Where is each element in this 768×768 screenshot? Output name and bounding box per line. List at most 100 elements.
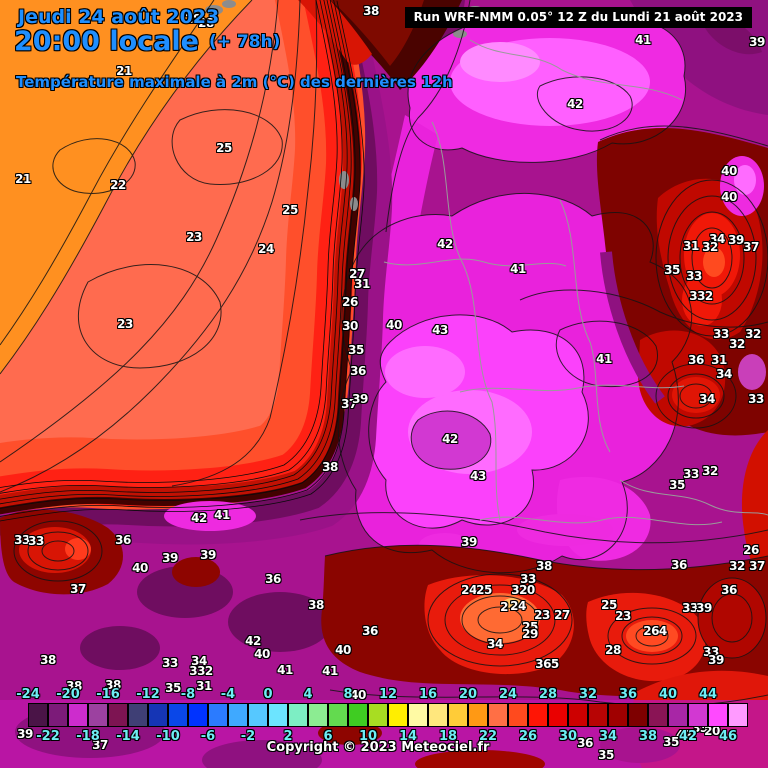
scale-cell — [368, 703, 388, 727]
map-temperature-label: 28 — [185, 12, 201, 26]
map-temperature-label: 35 — [598, 748, 614, 762]
scale-tick-label: 22 — [478, 729, 498, 744]
scale-tick-label: 0 — [263, 687, 273, 702]
scale-cell — [548, 703, 568, 727]
map-temperature-label: 36 — [350, 364, 366, 378]
map-temperature-label: 20 — [704, 724, 720, 738]
scale-cell — [168, 703, 188, 727]
map-temperature-label: 35 — [669, 478, 685, 492]
map-temperature-label: 41 — [277, 663, 293, 677]
map-temperature-label: 32 — [729, 559, 745, 573]
scale-cell — [88, 703, 108, 727]
map-temperature-label: 38 — [308, 598, 324, 612]
scale-cell — [48, 703, 68, 727]
map-temperature-label: 32 — [729, 337, 745, 351]
scale-cell — [148, 703, 168, 727]
map-temperature-label: 32 — [702, 464, 718, 478]
map-temperature-label: 42 — [676, 728, 692, 742]
scale-cell — [648, 703, 668, 727]
map-temperature-label: 34 — [699, 392, 715, 406]
model-run-info: Run WRF-NMM 0.05° 12 Z du Lundi 21 août … — [404, 7, 752, 28]
map-temperature-label: 24 — [510, 599, 526, 613]
scale-tick-label: 18 — [438, 729, 458, 744]
map-temperature-label: 30 — [342, 319, 358, 333]
copyright-notice: Copyright © 2023 Meteociel.fr — [266, 740, 490, 755]
map-temperature-label: 23 — [534, 608, 550, 622]
map-temperature-label: 40 — [350, 688, 366, 702]
map-temperature-label: 28 — [605, 643, 621, 657]
scale-tick-label: 20 — [458, 687, 478, 702]
map-temperature-label: 39 — [708, 653, 724, 667]
map-temperature-label: 33 — [14, 533, 30, 547]
map-temperature-label: 33 — [748, 392, 764, 406]
map-temperature-label: 39 — [696, 601, 712, 615]
scale-cell — [728, 703, 748, 727]
map-temperature-label: 31 — [683, 239, 699, 253]
scale-tick-label: -6 — [200, 729, 216, 744]
scale-tick-label: 6 — [323, 729, 333, 744]
map-temperature-label: 37 — [70, 582, 86, 596]
scale-cell — [508, 703, 528, 727]
map-temperature-label: 39 — [17, 727, 33, 741]
map-temperature-label: 33 — [28, 534, 44, 548]
map-temperature-label: 25 — [216, 141, 232, 155]
map-temperature-label: 36 — [721, 583, 737, 597]
scale-tick-label: -12 — [136, 687, 160, 702]
scale-tick-label: 24 — [498, 687, 518, 702]
map-temperature-label: 34 — [487, 637, 503, 651]
scale-cell — [128, 703, 148, 727]
map-temperature-label: 23 — [186, 230, 202, 244]
map-temperature-label: 36 — [577, 736, 593, 750]
map-temperature-label: 40 — [386, 318, 402, 332]
scale-tick-label: 28 — [538, 687, 558, 702]
map-temperature-label: 37 — [749, 559, 765, 573]
map-temperature-label: 42 — [567, 97, 583, 111]
forecast-date: Jeudi 24 août 2023 — [18, 6, 220, 28]
map-temperature-label: 41 — [596, 352, 612, 366]
scale-tick-label: -4 — [220, 687, 236, 702]
scale-cell — [668, 703, 688, 727]
scale-cell — [468, 703, 488, 727]
scale-cell — [68, 703, 88, 727]
map-temperature-label: 33 — [703, 645, 719, 659]
scale-cell — [328, 703, 348, 727]
map-temperature-label: 320 — [511, 583, 535, 597]
map-temperature-label: 42 — [191, 511, 207, 525]
map-temperature-label: 35 — [663, 735, 679, 749]
map-temperature-label: 40 — [721, 190, 737, 204]
map-temperature-label: 43 — [470, 469, 486, 483]
map-temperature-label: 365 — [535, 657, 559, 671]
map-temperature-label: 36 — [688, 353, 704, 367]
map-temperature-label: 38 — [363, 4, 379, 18]
map-temperature-label: 29 — [522, 627, 538, 641]
map-temperature-label: 39 — [461, 535, 477, 549]
map-temperature-label: 25 — [601, 598, 617, 612]
map-temperature-label: 32 — [745, 327, 761, 341]
scale-cell — [608, 703, 628, 727]
map-temperature-label: 36 — [265, 572, 281, 586]
map-temperature-label: 43 — [432, 323, 448, 337]
map-temperature-label: 25 — [522, 620, 538, 634]
map-temperature-label: 37 — [743, 240, 759, 254]
map-temperature-label: 31 — [196, 679, 212, 693]
scale-cell — [388, 703, 408, 727]
scale-tick-label: -22 — [36, 729, 60, 744]
scale-tick-label: -14 — [116, 729, 140, 744]
scale-tick-label: 2 — [283, 729, 293, 744]
map-temperature-label: 38 — [105, 678, 121, 692]
map-temperature-label: 25 — [282, 203, 298, 217]
scale-tick-label: -2 — [240, 729, 256, 744]
map-temperature-label: 40 — [335, 643, 351, 657]
scale-cell — [288, 703, 308, 727]
map-temperature-label: 25 — [476, 583, 492, 597]
scale-cell — [528, 703, 548, 727]
map-temperature-label: 36 — [362, 624, 378, 638]
scale-cell — [228, 703, 248, 727]
map-temperature-label: 37 — [92, 738, 108, 752]
scale-tick-label: -10 — [156, 729, 180, 744]
map-temperature-label: 23 — [615, 609, 631, 623]
scale-tick-label: 36 — [618, 687, 638, 702]
map-temperature-label: 26 — [743, 543, 759, 557]
map-temperature-label: 42 — [442, 432, 458, 446]
